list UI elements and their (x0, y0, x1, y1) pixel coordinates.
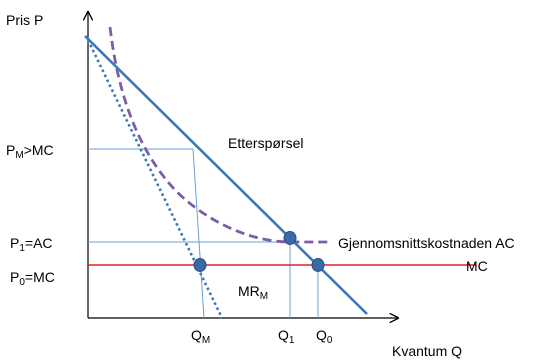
y-axis-title: Pris P (6, 12, 43, 28)
demand-label: Etterspørsel (228, 135, 303, 151)
q-monopoly-label: QM (191, 327, 210, 346)
price-zero-label: P0=MC (10, 269, 55, 288)
mr-curve (86, 39, 224, 319)
guide-lines (88, 148, 319, 319)
intersection-points (193, 231, 325, 272)
q-one-label: Q1 (278, 327, 295, 346)
x-axis-title: Kvantum Q (392, 343, 462, 359)
guide-qm-vertical (192, 148, 205, 319)
point-average-cost (283, 231, 297, 245)
price-monopoly-label: PM>MC (6, 142, 54, 161)
point-monopoly (193, 258, 207, 272)
q-zero-label: Q0 (316, 327, 333, 346)
price-one-label: P1=AC (10, 235, 53, 254)
demand-curve (84, 35, 368, 315)
ac-label: Gjennomsnittskostnaden AC (338, 235, 515, 251)
mr-label: MRM (238, 283, 268, 302)
point-marginal-cost (311, 258, 325, 272)
mc-label: MC (466, 258, 488, 274)
ac-curve (108, 26, 330, 244)
